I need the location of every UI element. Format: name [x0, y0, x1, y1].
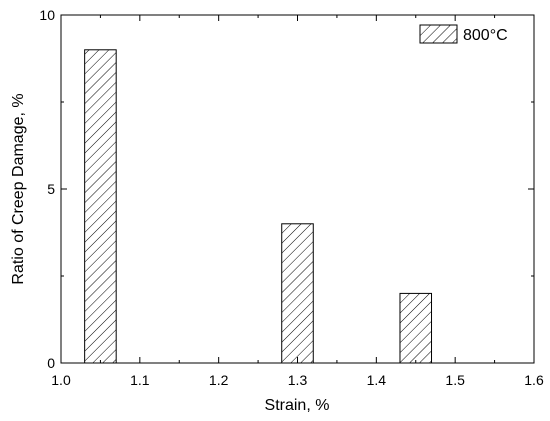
x-tick-label: 1.0: [51, 372, 71, 388]
x-tick-label: 1.2: [209, 372, 229, 388]
x-axis-title: Strain, %: [265, 397, 330, 414]
x-tick-label: 1.4: [367, 372, 387, 388]
y-tick-label: 0: [47, 355, 55, 371]
x-tick-label: 1.3: [288, 372, 308, 388]
x-tick-label: 1.5: [445, 372, 465, 388]
y-axis-title: Ratio of Creep Damage, %: [10, 93, 27, 284]
bar: [84, 49, 117, 364]
bar: [281, 223, 314, 364]
x-axis-ticks: 1.0 1.1 1.2 1.3 1.4 1.5 1.6: [51, 15, 544, 388]
legend-swatch: [419, 24, 458, 44]
y-tick-label: 10: [39, 7, 55, 23]
y-axis-ticks: 0 5 10: [39, 7, 534, 371]
legend: 800°C: [419, 24, 508, 44]
bar: [399, 292, 433, 364]
bars-group: [84, 49, 433, 364]
y-tick-label: 5: [47, 181, 55, 197]
x-tick-label: 1.1: [130, 372, 150, 388]
x-tick-label: 1.6: [524, 372, 544, 388]
legend-label: 800°C: [463, 27, 508, 44]
